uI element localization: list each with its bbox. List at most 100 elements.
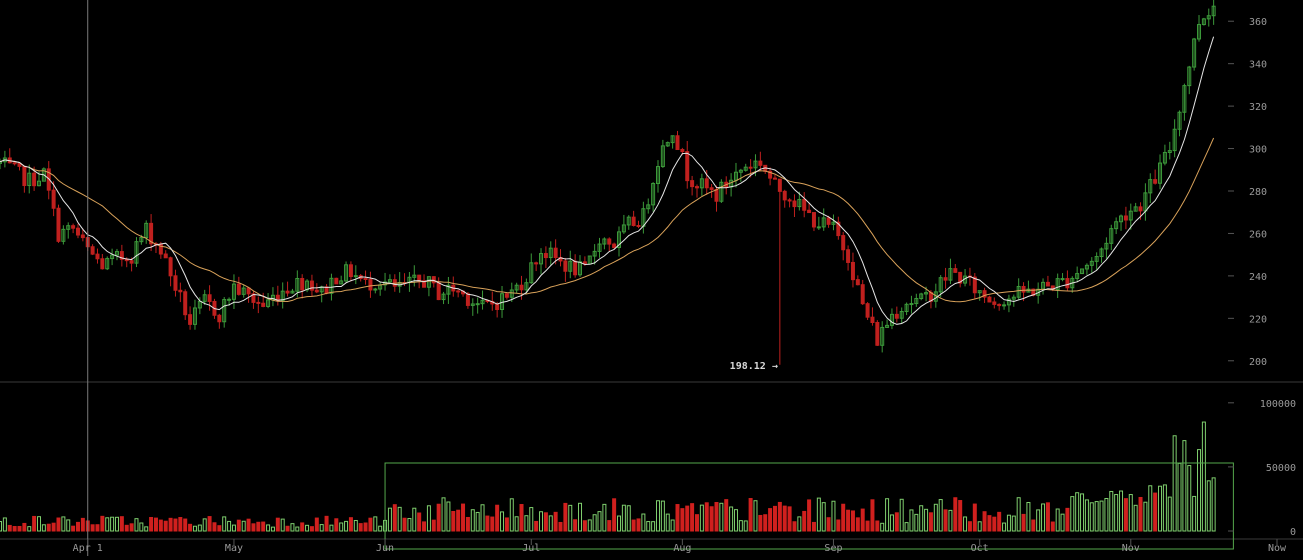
candle-body (480, 299, 485, 305)
candle-body (261, 302, 266, 307)
volume-bar (134, 518, 139, 532)
candle-body (80, 234, 85, 239)
volume-bar (173, 518, 178, 532)
volume-bar (1045, 502, 1050, 532)
volume-bar (885, 498, 890, 532)
candle-body (1123, 215, 1128, 221)
volume-bar (1031, 519, 1036, 532)
candle-body (1016, 285, 1021, 298)
candle-body (670, 135, 675, 144)
candle-body (1133, 206, 1138, 212)
volume-bar (407, 518, 412, 532)
volume-bar (1104, 498, 1109, 532)
volume-bar (246, 518, 251, 532)
volume-bar (27, 526, 32, 532)
volume-bar (339, 522, 344, 532)
candle-body (680, 149, 685, 153)
candle-body (71, 225, 76, 229)
volume-bar (358, 523, 363, 532)
volume-bar (690, 503, 695, 532)
volume-bar (850, 510, 855, 532)
candle-body (1094, 256, 1099, 262)
volume-bar (417, 512, 422, 532)
price-axis: 200 220 240 260 280 300 320 340 360 (1228, 17, 1267, 368)
sma-long-line (0, 137, 1215, 303)
volume-bar (694, 514, 699, 532)
candle-body (446, 284, 451, 295)
volume-bar (12, 526, 17, 532)
candle-body (51, 189, 56, 209)
candle-body (436, 282, 441, 301)
volume-bar (329, 524, 334, 532)
volume-bar (655, 500, 660, 532)
volume-bar (217, 525, 222, 532)
candle-body (470, 303, 475, 306)
candle-body (422, 280, 427, 288)
candle-body (1187, 66, 1192, 87)
candle-body (134, 241, 139, 264)
candle-body (719, 181, 724, 202)
candle-body (539, 253, 544, 265)
volume-bar (699, 504, 704, 532)
volume-bar (587, 519, 592, 532)
candle-body (1162, 151, 1167, 164)
candle-body (787, 199, 792, 202)
selection-box[interactable] (384, 462, 1234, 550)
candle-body (373, 288, 378, 291)
candle-body (772, 177, 777, 180)
volume-bar (422, 521, 427, 532)
volume-bar (153, 517, 158, 532)
candle-body (417, 274, 422, 282)
volume-bar (539, 511, 544, 532)
candle-body (1109, 228, 1114, 244)
candle-body (1148, 179, 1153, 194)
candle-body (880, 326, 885, 346)
candle-body (114, 251, 119, 256)
candle-body (665, 142, 670, 147)
volume-bar (563, 502, 568, 532)
candle-body (855, 279, 860, 286)
volume-bar (1123, 498, 1128, 532)
volume-bar (202, 518, 207, 532)
candle-body (192, 307, 197, 325)
candle-body (602, 238, 607, 245)
candle-body (334, 277, 339, 285)
volume-bar (948, 509, 953, 532)
candle-body (1197, 24, 1202, 40)
candle-body (607, 238, 612, 245)
candle-body (368, 278, 373, 291)
candle-body (948, 268, 953, 281)
candle-body (207, 294, 212, 302)
date-tick-label: Now (1268, 543, 1287, 554)
volume-bar (748, 498, 753, 532)
candle-body (431, 276, 436, 284)
candle-body (797, 198, 802, 208)
volume-bar (163, 520, 168, 532)
volume-bar (1114, 494, 1119, 532)
candle-body (924, 292, 929, 295)
candle-body (163, 253, 168, 259)
volume-bar (1109, 490, 1114, 532)
candle-body (748, 166, 753, 169)
candle-body (0, 161, 2, 164)
candle-body (280, 290, 285, 301)
candle-body (387, 279, 392, 283)
volume-bar (1075, 492, 1080, 532)
candle-body (285, 290, 290, 294)
volume-bar (90, 524, 95, 532)
price-tick-label: 200 (1249, 357, 1267, 368)
volume-bar (22, 522, 27, 532)
volume-bar (368, 517, 373, 532)
candle-body (977, 290, 982, 294)
candle-body (105, 258, 110, 270)
candle-body (1099, 248, 1104, 258)
volume-tick-label: 0 (1290, 527, 1296, 538)
candle-body (982, 290, 987, 298)
volume-bar (641, 513, 646, 532)
volume-bar (300, 522, 305, 532)
candle-body (36, 180, 41, 187)
volume-bar (558, 521, 563, 532)
candle-body (646, 204, 651, 210)
candle-body (227, 298, 232, 301)
